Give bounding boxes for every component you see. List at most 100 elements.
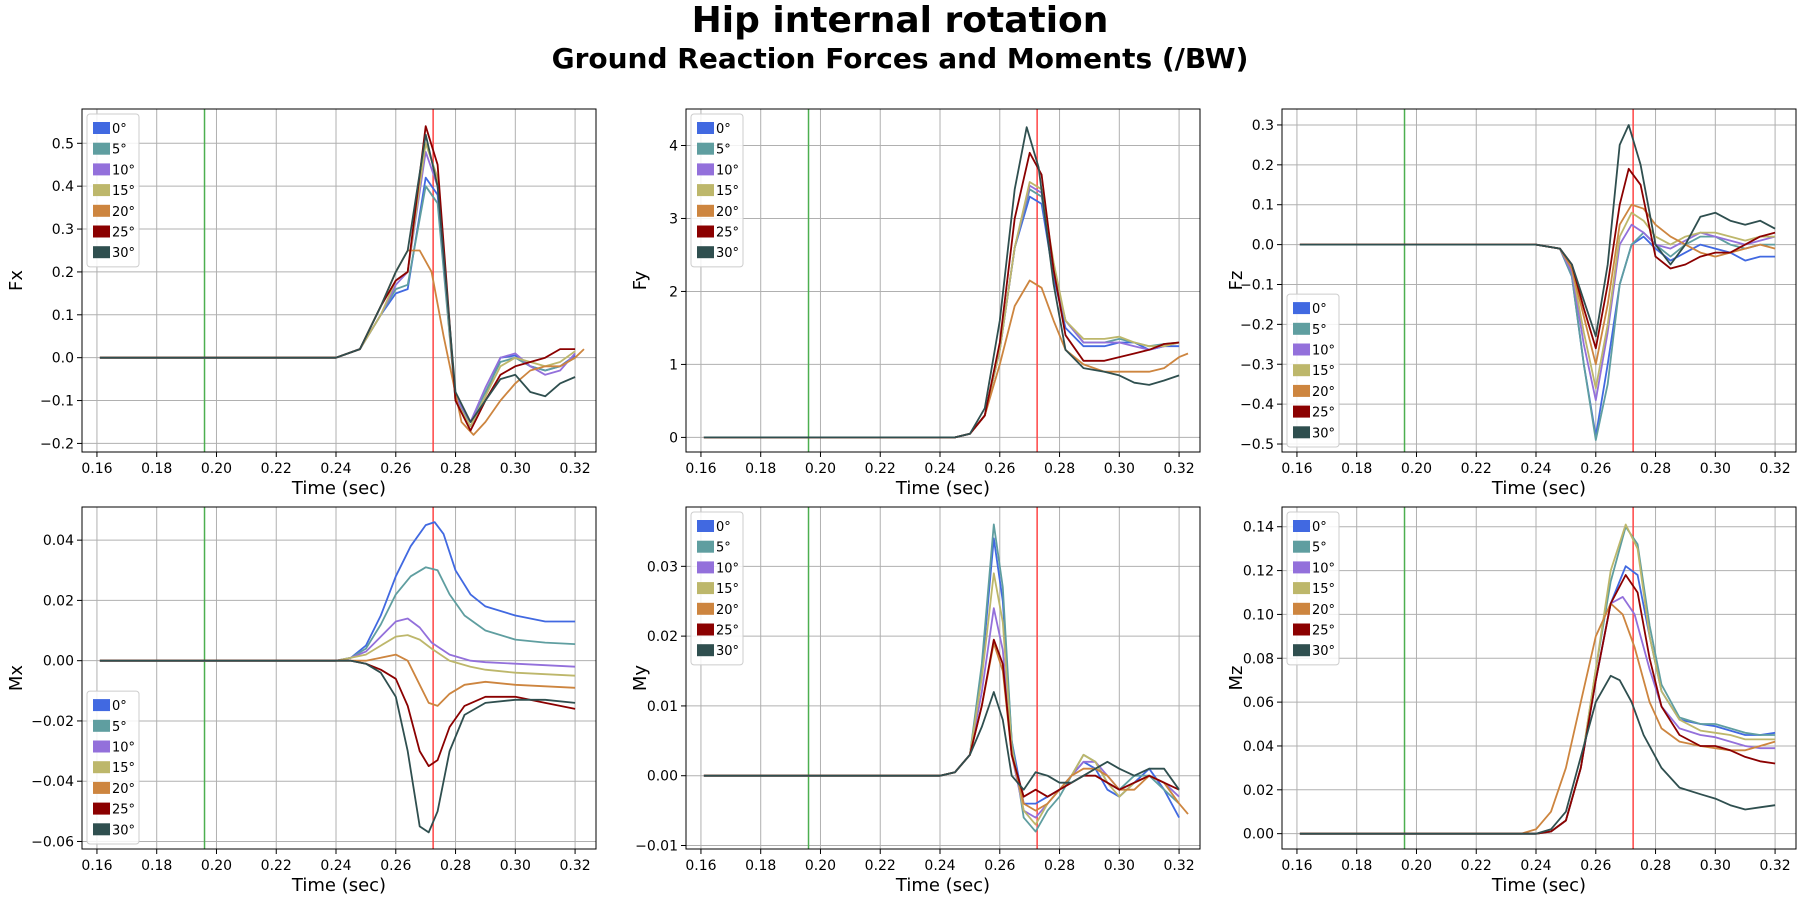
subplot-fz: 0.16 0.18 0.20 0.22 0.24 0.26 0.28 0.30 0.32 −0.5… bbox=[1226, 108, 1797, 499]
series-line-10deg bbox=[99, 617, 576, 668]
series-line-20deg bbox=[99, 653, 576, 707]
x-axis-label: Time (sec) bbox=[291, 478, 386, 499]
plot-frame bbox=[1281, 506, 1797, 850]
series-line-15deg bbox=[703, 572, 1180, 826]
legend-swatch bbox=[1293, 322, 1310, 335]
legend-label: 0° bbox=[112, 699, 127, 714]
y-tick-label: 1 bbox=[669, 357, 678, 373]
x-axis-label: Time (sec) bbox=[1491, 875, 1586, 896]
x-tick-label: 0.18 bbox=[745, 858, 776, 874]
legend-label: 0° bbox=[716, 520, 731, 535]
x-tick-label: 0.28 bbox=[440, 461, 471, 477]
subplot-grid: 0.16 0.18 0.20 0.22 0.24 0.26 0.28 0.30 0.32 −0.2… bbox=[6, 108, 1797, 896]
x-tick-label: 0.20 bbox=[1401, 461, 1432, 477]
series-line-25deg bbox=[99, 125, 576, 432]
legend-swatch bbox=[697, 520, 714, 532]
y-tick-label: −0.1 bbox=[40, 394, 74, 410]
legend-swatch bbox=[93, 781, 110, 794]
legend-swatch bbox=[697, 623, 714, 636]
legend-swatch bbox=[1293, 561, 1310, 574]
legend-swatch bbox=[1293, 540, 1310, 553]
legend-label: 10° bbox=[716, 561, 739, 576]
series-line-10deg bbox=[1299, 223, 1776, 402]
legend-swatch bbox=[697, 582, 714, 595]
legend-label: 15° bbox=[716, 184, 739, 199]
y-tick-label: −0.2 bbox=[1240, 317, 1274, 333]
legend-label: 15° bbox=[112, 761, 135, 776]
y-tick-label: 0.00 bbox=[43, 654, 74, 670]
y-tick-label: 0.02 bbox=[1243, 783, 1274, 799]
y-tick-label: 0.4 bbox=[52, 179, 74, 195]
y-tick-label: 0.02 bbox=[43, 593, 74, 609]
legend-swatch bbox=[1293, 623, 1310, 636]
x-tick-label: 0.20 bbox=[201, 461, 232, 477]
series-line-5deg bbox=[99, 185, 576, 423]
series-line-25deg bbox=[703, 638, 1180, 798]
grid-lines bbox=[1282, 507, 1796, 849]
legend-swatch bbox=[697, 204, 714, 217]
y-tick-label: 3 bbox=[669, 211, 678, 227]
x-tick-label: 0.22 bbox=[865, 461, 896, 477]
x-axis-label: Time (sec) bbox=[291, 875, 386, 896]
x-tick-label: 0.26 bbox=[380, 858, 411, 874]
y-tick-label: 0.1 bbox=[52, 308, 74, 324]
subplot-fy: 0.16 0.18 0.20 0.22 0.24 0.26 0.28 0.30 0.32 0 1 2 3… bbox=[630, 108, 1201, 499]
y-axis-label: My bbox=[630, 665, 651, 692]
series-line-10deg bbox=[1299, 596, 1776, 835]
x-tick-label: 0.22 bbox=[261, 858, 292, 874]
x-tick-label: 0.28 bbox=[1044, 461, 1075, 477]
legend-label: 25° bbox=[716, 624, 739, 639]
series-line-0deg bbox=[99, 176, 576, 428]
legend-label: 30° bbox=[1312, 426, 1335, 441]
y-tick-label: −0.02 bbox=[31, 714, 74, 730]
series-group bbox=[99, 521, 576, 834]
x-tick-label: 0.18 bbox=[745, 461, 776, 477]
plot-frame bbox=[685, 506, 1201, 850]
legend-label: 5° bbox=[1312, 323, 1327, 338]
y-axis-label: Fx bbox=[6, 270, 27, 291]
legend-label: 5° bbox=[112, 143, 127, 158]
x-tick-label: 0.24 bbox=[924, 858, 955, 874]
legend: 0° 5° 10° 15° 20° 25° 30° bbox=[1286, 293, 1340, 448]
y-tick-label: 0.00 bbox=[1243, 827, 1274, 843]
y-axis-label: Mx bbox=[6, 665, 27, 692]
series-line-10deg bbox=[99, 151, 576, 423]
legend-label: 5° bbox=[112, 720, 127, 735]
series-line-30deg bbox=[703, 126, 1180, 439]
x-tick-label: 0.16 bbox=[81, 858, 112, 874]
x-tick-label: 0.22 bbox=[1461, 858, 1492, 874]
series-line-30deg bbox=[703, 691, 1180, 791]
legend-label: 25° bbox=[1312, 406, 1335, 421]
series-line-25deg bbox=[1299, 574, 1776, 835]
x-tick-label: 0.32 bbox=[1163, 858, 1194, 874]
series-group bbox=[99, 125, 585, 436]
legend-swatch bbox=[93, 802, 110, 815]
y-tick-label: 0.00 bbox=[647, 769, 678, 785]
series-line-20deg bbox=[703, 642, 1189, 815]
legend-swatch bbox=[697, 540, 714, 553]
x-tick-label: 0.30 bbox=[1700, 461, 1731, 477]
series-line-5deg bbox=[1299, 231, 1776, 441]
legend-label: 20° bbox=[112, 782, 135, 797]
legend-swatch bbox=[93, 204, 110, 217]
legend-label: 20° bbox=[1312, 603, 1335, 618]
legend-swatch bbox=[697, 561, 714, 574]
series-line-5deg bbox=[703, 523, 1180, 833]
legend-label: 0° bbox=[716, 122, 731, 137]
series-line-10deg bbox=[703, 607, 1180, 819]
x-tick-label: 0.26 bbox=[380, 461, 411, 477]
legend-swatch bbox=[697, 602, 714, 615]
legend-swatch bbox=[1293, 343, 1310, 356]
y-tick-label: 0 bbox=[669, 430, 678, 446]
x-tick-label: 0.26 bbox=[984, 858, 1015, 874]
legend: 0° 5° 10° 15° 20° 25° 30° bbox=[690, 511, 744, 666]
legend-label: 25° bbox=[112, 226, 135, 241]
legend: 0° 5° 10° 15° 20° 25° 30° bbox=[86, 113, 140, 268]
x-tick-label: 0.20 bbox=[805, 461, 836, 477]
series-line-20deg bbox=[1299, 602, 1776, 835]
legend-label: 10° bbox=[112, 741, 135, 756]
y-tick-label: −0.2 bbox=[40, 436, 74, 452]
legend-swatch bbox=[697, 644, 714, 657]
x-tick-label: 0.24 bbox=[924, 461, 955, 477]
x-axis-label: Time (sec) bbox=[895, 875, 990, 896]
